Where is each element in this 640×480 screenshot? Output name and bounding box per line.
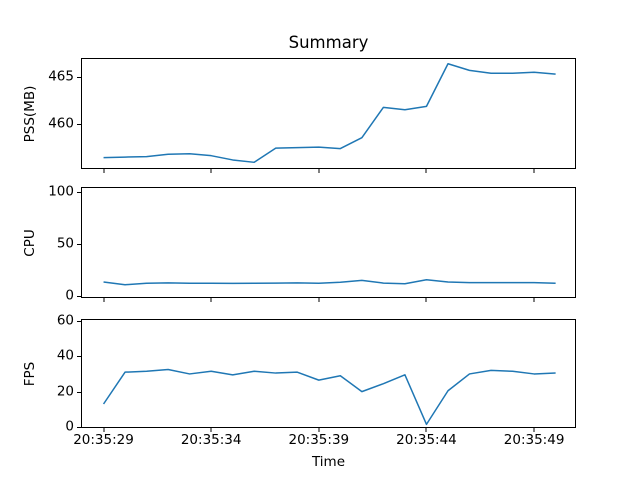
y-tick-mark bbox=[77, 295, 81, 297]
x-axis-label: Time bbox=[311, 454, 346, 470]
y-tick-label: 50 bbox=[56, 235, 74, 252]
fps-line-chart bbox=[82, 320, 575, 427]
y-tick-label: 0 bbox=[65, 287, 74, 304]
y-tick-mark bbox=[77, 244, 81, 246]
y-tick-label: 0 bbox=[65, 418, 74, 435]
x-tick-mark bbox=[210, 298, 212, 302]
x-tick-mark bbox=[318, 298, 320, 302]
x-tick-label: 20:35:44 bbox=[396, 432, 457, 448]
x-tick-mark bbox=[533, 298, 535, 302]
x-tick-mark bbox=[533, 169, 535, 173]
y-axis-label-pss: PSS(MB) bbox=[22, 85, 38, 142]
fps-series-line bbox=[104, 370, 556, 425]
y-tick-label: 460 bbox=[48, 115, 74, 132]
x-tick-mark bbox=[425, 169, 427, 173]
x-tick-mark bbox=[103, 169, 105, 173]
x-tick-mark bbox=[425, 298, 427, 302]
x-tick-mark bbox=[318, 169, 320, 173]
y-tick-mark bbox=[77, 124, 81, 126]
x-tick-label: 20:35:29 bbox=[73, 432, 134, 448]
x-tick-label: 20:35:34 bbox=[180, 432, 242, 448]
x-tick-mark bbox=[210, 428, 212, 432]
y-tick-mark bbox=[77, 192, 81, 194]
y-tick-label: 20 bbox=[56, 382, 74, 399]
x-tick-label: 20:35:39 bbox=[288, 432, 350, 448]
x-tick-label: 20:35:49 bbox=[503, 432, 565, 448]
y-tick-mark bbox=[77, 320, 81, 322]
pss-line-chart bbox=[82, 59, 575, 168]
y-tick-mark bbox=[77, 391, 81, 393]
y-tick-label: 465 bbox=[48, 68, 74, 85]
subplot-cpu: CPU 0 50 100 bbox=[22, 185, 576, 302]
subplot-fps: FPS 0 20 40 60 20:35:29 20:35:34 20:35:39 20:35… bbox=[22, 314, 576, 447]
subplot-pss: PSS(MB) 460 465 bbox=[22, 58, 576, 173]
y-tick-mark bbox=[77, 77, 81, 78]
y-tick-mark bbox=[77, 427, 81, 428]
y-tick-label: 60 bbox=[56, 312, 74, 329]
y-axis-label-cpu: CPU bbox=[22, 228, 38, 257]
y-tick-label: 100 bbox=[48, 183, 74, 200]
cpu-series-line bbox=[104, 280, 556, 285]
x-tick-mark bbox=[533, 428, 535, 432]
x-tick-mark bbox=[103, 428, 105, 432]
y-axis-label-fps: FPS bbox=[22, 361, 38, 386]
chart-title: Summary bbox=[288, 33, 369, 52]
x-tick-mark bbox=[210, 169, 212, 173]
x-tick-mark bbox=[103, 298, 105, 302]
y-tick-mark bbox=[77, 356, 81, 358]
x-tick-mark bbox=[318, 428, 320, 432]
cpu-line-chart bbox=[82, 188, 575, 297]
pss-series-line bbox=[104, 64, 556, 163]
x-tick-mark bbox=[425, 428, 427, 432]
y-tick-label: 40 bbox=[56, 347, 74, 364]
